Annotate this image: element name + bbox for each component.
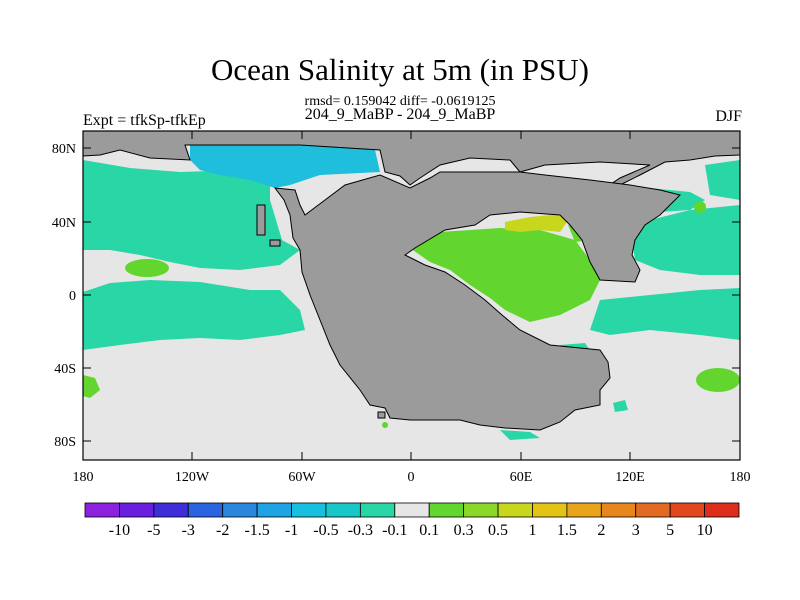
colorbar-label: -0.5 xyxy=(313,522,338,539)
colorbar-swatch xyxy=(256,502,292,518)
map-axes: 80N 40N 0 40S 80S 180 120W 60W 0 60E 120E 180 xyxy=(52,131,751,485)
colorbar-label: -3 xyxy=(182,522,195,539)
lat-tick-label: 80S xyxy=(54,435,76,450)
colorbar: -10 -5 -3 -2 -1.5 -1 -0.5 -0.3 -0.1 0.1 0.3 0.5 1 1.5… xyxy=(84,502,740,539)
negative-anomaly-regions xyxy=(83,145,740,440)
colorbar-label: 2 xyxy=(597,522,605,539)
colorbar-swatch xyxy=(600,502,637,518)
positive-anomaly-regions xyxy=(83,201,740,428)
colorbar-swatch xyxy=(463,502,499,518)
colorbar-label: -10 xyxy=(109,522,130,539)
colorbar-label: 0.5 xyxy=(488,522,508,539)
colorbar-label: -0.1 xyxy=(382,522,407,539)
plot-title: Ocean Salinity at 5m (in PSU) xyxy=(211,52,589,87)
lon-tick-label: 120E xyxy=(615,470,645,485)
lon-tick-label: 180 xyxy=(73,470,94,485)
season-label: DJF xyxy=(715,108,742,125)
colorbar-swatch xyxy=(566,502,602,518)
land-masses xyxy=(83,131,740,431)
colorbar-swatch xyxy=(187,502,224,518)
map-area xyxy=(83,131,740,460)
colorbar-label: -1.5 xyxy=(244,522,269,539)
colorbar-label: 1.5 xyxy=(557,522,577,539)
colorbar-label: 0.1 xyxy=(419,522,439,539)
lon-tick-label: 0 xyxy=(408,470,415,485)
colorbar-swatch xyxy=(669,502,705,518)
lat-tick-label: 0 xyxy=(69,289,76,304)
colorbar-swatch xyxy=(84,502,120,518)
colorbar-swatch xyxy=(497,502,533,518)
lon-tick-label: 180 xyxy=(730,470,751,485)
colorbar-label: -1 xyxy=(285,522,298,539)
lon-tick-label: 60E xyxy=(510,470,533,485)
colorbar-label: -2 xyxy=(216,522,229,539)
colorbar-label: 3 xyxy=(632,522,640,539)
colorbar-swatch xyxy=(704,502,740,518)
colorbar-swatch xyxy=(325,502,361,518)
experiment-label: Expt = tfkSp-tfkEp xyxy=(83,112,206,129)
colorbar-swatch xyxy=(359,502,396,518)
lat-tick-label: 80N xyxy=(52,142,76,157)
colorbar-swatch xyxy=(222,502,258,518)
lat-tick-label: 40S xyxy=(54,362,76,377)
colorbar-label: 0.3 xyxy=(454,522,474,539)
colorbar-swatch xyxy=(635,502,671,518)
colorbar-label: -5 xyxy=(147,522,160,539)
colorbar-swatch xyxy=(119,502,155,518)
colorbar-swatch xyxy=(153,502,189,518)
lon-tick-label: 120W xyxy=(175,470,210,485)
colorbar-swatch xyxy=(394,502,430,518)
colorbar-label: 1 xyxy=(528,522,536,539)
experiment-line: 204_9_MaBP - 204_9_MaBP xyxy=(304,106,496,123)
lon-tick-label: 60W xyxy=(288,470,316,485)
colorbar-swatch xyxy=(428,502,465,518)
colorbar-label: 5 xyxy=(666,522,674,539)
colorbar-label: 10 xyxy=(697,522,713,539)
colorbar-swatch xyxy=(532,502,568,518)
lat-tick-label: 40N xyxy=(52,216,76,231)
colorbar-swatch xyxy=(291,502,327,518)
stats-line: rmsd= 0.159042 diff= -0.0619125 xyxy=(304,94,496,109)
colorbar-label: -0.3 xyxy=(348,522,373,539)
